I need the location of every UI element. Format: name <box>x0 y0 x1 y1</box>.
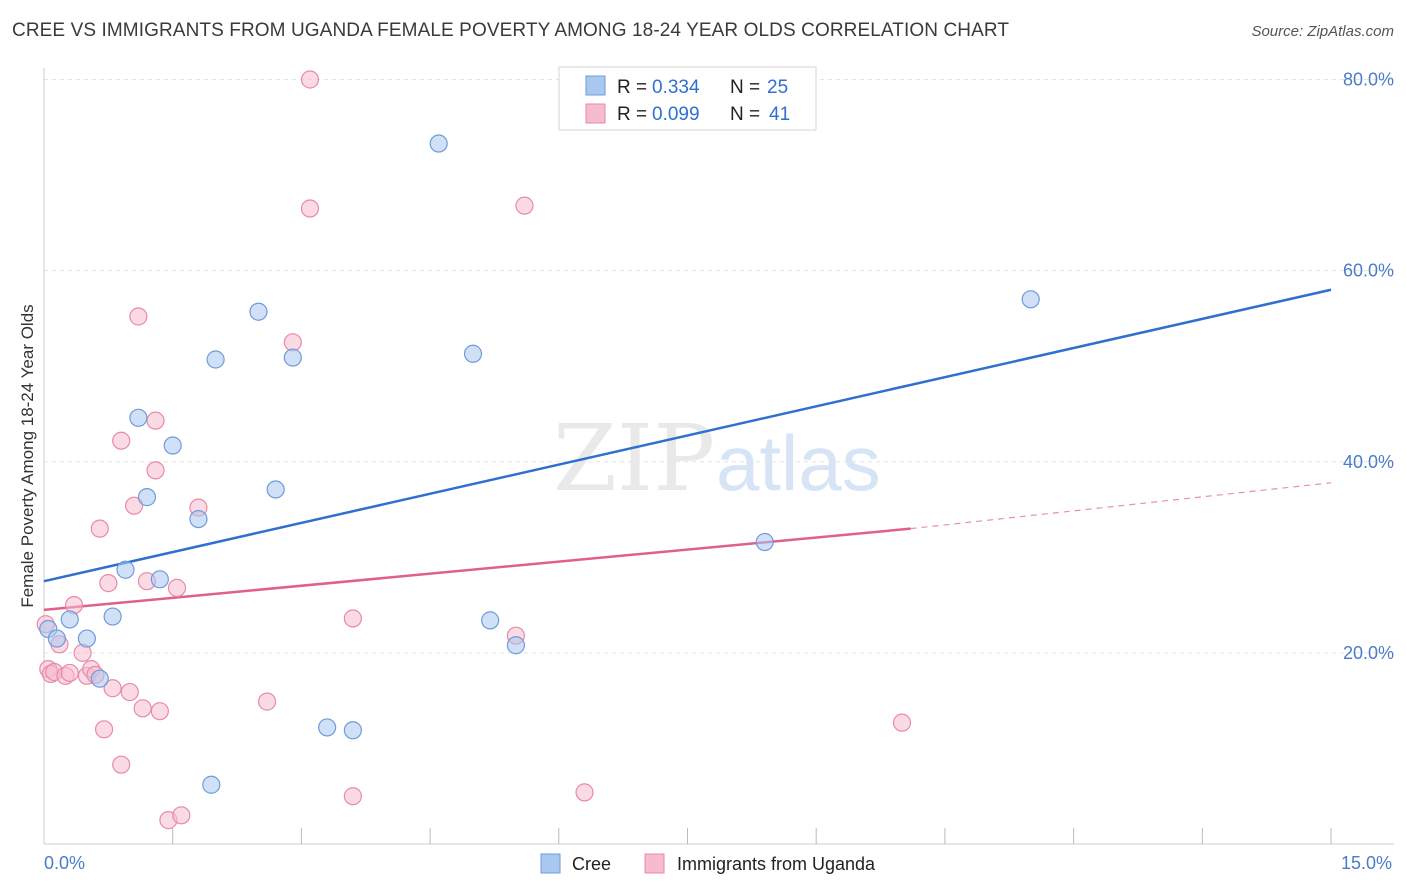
legend-r-label-cree: R = <box>617 77 647 98</box>
uganda-point <box>133 699 152 718</box>
uganda-points <box>36 70 912 830</box>
cree-point <box>1021 290 1040 309</box>
axes <box>43 68 1394 845</box>
cree-point <box>77 629 97 648</box>
cree-point <box>206 350 225 369</box>
legend-n-label-uganda: N = <box>730 104 760 125</box>
y-tick-label: 80.0% <box>1343 70 1394 90</box>
uganda-point <box>300 199 320 218</box>
y-tick-labels: 20.0% 40.0% 60.0% 80.0% <box>1343 70 1394 663</box>
uganda-point <box>103 679 122 698</box>
grid-lines <box>44 79 1394 654</box>
cree-point <box>481 611 500 630</box>
cree-point <box>116 560 135 579</box>
uganda-point <box>343 609 362 628</box>
cree-point <box>249 302 268 321</box>
bottom-legend-swatch-uganda <box>644 853 665 874</box>
source-label: Source: ZipAtlas.com <box>1251 23 1394 40</box>
bottom-legend-swatch-cree <box>540 853 561 874</box>
y-tick-label: 20.0% <box>1343 643 1394 663</box>
cree-point <box>318 718 337 737</box>
cree-point <box>283 348 302 367</box>
uganda-point <box>112 431 131 450</box>
cree-point <box>163 436 182 455</box>
uganda-point <box>99 574 118 593</box>
uganda-point <box>343 787 362 806</box>
correlation-legend: R = 0.334 N = 25 R = 0.099 N = 41 <box>558 66 817 131</box>
uganda-point <box>124 496 144 515</box>
cree-point <box>755 532 774 552</box>
cree-point <box>202 775 221 794</box>
uganda-point <box>129 307 148 326</box>
uganda-trend-line <box>43 527 911 612</box>
uganda-point <box>146 461 165 480</box>
cree-point <box>189 509 208 529</box>
cree-point <box>343 721 362 740</box>
cree-point <box>90 669 109 688</box>
uganda-point <box>167 578 187 597</box>
uganda-point <box>257 692 277 711</box>
cree-point <box>506 636 526 655</box>
uganda-point <box>283 333 302 352</box>
chart-title: CREE VS IMMIGRANTS FROM UGANDA FEMALE PO… <box>12 20 1010 41</box>
cree-point <box>266 480 285 499</box>
uganda-point <box>575 783 594 802</box>
cree-point <box>429 134 448 153</box>
cree-point <box>129 408 148 427</box>
uganda-point <box>120 682 139 702</box>
bottom-legend-label-uganda: Immigrants from Uganda <box>677 854 876 874</box>
legend-r-value-cree: 0.334 <box>652 77 700 98</box>
x-ticks <box>172 828 1332 844</box>
uganda-point <box>146 411 165 430</box>
legend-n-value-uganda: 41 <box>769 104 790 125</box>
bottom-legend-label-cree: Cree <box>572 854 611 874</box>
uganda-point <box>150 702 169 721</box>
cree-point <box>137 488 157 507</box>
uganda-point <box>515 196 534 215</box>
uganda-point <box>892 713 912 732</box>
cree-point <box>103 607 122 626</box>
cree-point <box>463 344 483 363</box>
uganda-point <box>112 755 131 774</box>
uganda-point <box>60 663 79 683</box>
cree-points <box>39 134 1040 794</box>
legend-n-value-cree: 25 <box>767 77 788 98</box>
uganda-point <box>90 519 109 538</box>
legend-r-label-uganda: R = <box>617 104 647 125</box>
uganda-point <box>300 70 320 89</box>
series-legend: Cree Immigrants from Uganda <box>540 853 876 874</box>
cree-point <box>150 570 169 589</box>
uganda-trend-extension <box>910 482 1332 530</box>
uganda-point <box>94 720 114 739</box>
uganda-point <box>172 806 191 825</box>
x-tick-label-min: 0.0% <box>44 853 85 873</box>
watermark-atlas: atlas <box>716 419 881 507</box>
x-tick-label-max: 15.0% <box>1341 853 1392 873</box>
legend-swatch-cree <box>585 75 606 96</box>
watermark-zip: ZIP <box>553 405 715 512</box>
legend-r-value-uganda: 0.099 <box>652 104 700 125</box>
cree-trend-line <box>43 288 1332 583</box>
cree-point <box>47 629 66 648</box>
cree-point <box>60 610 79 629</box>
y-tick-label: 60.0% <box>1343 261 1394 281</box>
watermark: ZIP atlas <box>553 405 881 512</box>
y-tick-label: 40.0% <box>1343 452 1394 472</box>
legend-swatch-uganda <box>585 103 606 124</box>
legend-n-label-cree: N = <box>730 77 760 98</box>
